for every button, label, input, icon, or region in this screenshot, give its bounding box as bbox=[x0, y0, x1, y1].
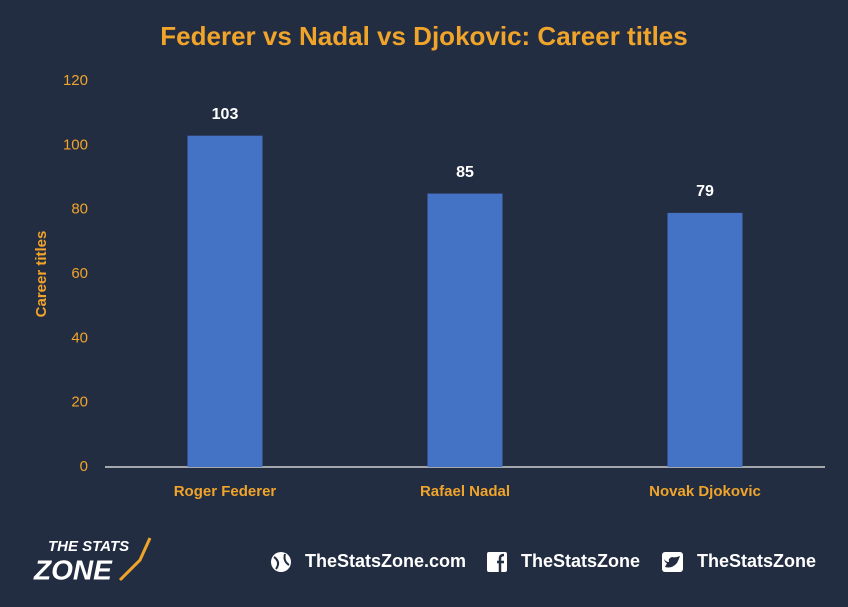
y-tick-label: 60 bbox=[71, 265, 88, 282]
data-label: 85 bbox=[456, 164, 474, 181]
chart-title: Federer vs Nadal vs Djokovic: Career tit… bbox=[160, 21, 687, 51]
twitter-link[interactable]: TheStatsZone bbox=[697, 551, 816, 571]
x-tick-label: Rafael Nadal bbox=[420, 483, 510, 500]
y-tick-label: 120 bbox=[63, 72, 88, 89]
facebook-link[interactable]: TheStatsZone bbox=[521, 551, 640, 571]
y-tick-label: 100 bbox=[63, 136, 88, 153]
bar bbox=[667, 212, 743, 467]
y-tick-label: 0 bbox=[80, 458, 88, 475]
y-tick-label: 40 bbox=[71, 329, 88, 346]
globe-detail bbox=[273, 553, 290, 570]
globe-icon bbox=[271, 552, 291, 572]
y-axis-label: Career titles bbox=[33, 231, 50, 318]
bar bbox=[427, 193, 503, 468]
y-tick-label: 80 bbox=[71, 201, 88, 218]
x-tick-label: Novak Djokovic bbox=[649, 483, 761, 500]
website-link[interactable]: TheStatsZone.com bbox=[305, 551, 466, 571]
logo-bottom: ZONE bbox=[33, 554, 113, 585]
logo-top: THE STATS bbox=[48, 538, 129, 555]
y-tick-label: 20 bbox=[71, 394, 88, 411]
data-label: 79 bbox=[696, 183, 714, 200]
data-label: 103 bbox=[212, 106, 239, 123]
bar bbox=[187, 135, 263, 467]
logo-swoosh bbox=[118, 537, 152, 582]
logo: THE STATS ZONE bbox=[33, 537, 152, 585]
facebook-detail bbox=[497, 553, 505, 572]
x-tick-label: Roger Federer bbox=[174, 483, 277, 500]
twitter-detail bbox=[664, 556, 680, 568]
